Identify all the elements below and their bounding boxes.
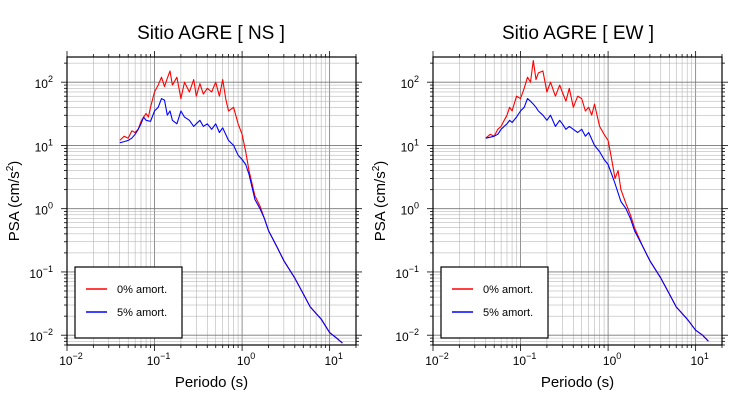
series-line-blue bbox=[485, 98, 709, 342]
chart-panel: 10−2 10−1 100 101 10−2 10−1 100 101 102 Sitio AGR… bbox=[5, 23, 362, 391]
legend-label: 5% amort. bbox=[483, 307, 533, 319]
y-tick-label: 101 bbox=[401, 137, 419, 154]
x-tick-label: 101 bbox=[324, 351, 342, 368]
x-tick-label: 10−1 bbox=[513, 351, 537, 368]
legend-label: 5% amort. bbox=[117, 307, 167, 319]
x-tick-label: 101 bbox=[690, 351, 708, 368]
chart-title: Sitio AGRE [ EW ] bbox=[502, 23, 654, 44]
x-tick-label: 100 bbox=[237, 351, 255, 368]
legend: 0% amort. 5% amort. bbox=[74, 266, 183, 339]
y-tick-label: 10−1 bbox=[29, 264, 53, 281]
chart-title: Sitio AGRE [ NS ] bbox=[137, 23, 285, 44]
y-tick-label: 100 bbox=[35, 201, 53, 218]
series-group bbox=[485, 59, 709, 342]
y-tick-label: 102 bbox=[401, 74, 419, 91]
x-axis-label: Periodo (s) bbox=[175, 374, 248, 391]
grid bbox=[67, 57, 356, 345]
ticks bbox=[61, 51, 362, 351]
y-tick-label: 101 bbox=[35, 137, 53, 154]
y-tick-label: 10−2 bbox=[395, 327, 419, 344]
x-tick-label: 100 bbox=[603, 351, 621, 368]
x-axis-label: Periodo (s) bbox=[541, 374, 614, 391]
plot-frame bbox=[432, 56, 723, 346]
legend-box bbox=[74, 266, 183, 339]
series-line-blue bbox=[119, 98, 343, 344]
grid bbox=[433, 57, 722, 345]
y-tick-label: 10−2 bbox=[29, 327, 53, 344]
y-tick-label: 10−1 bbox=[395, 264, 419, 281]
y-axis-label: PSA (cm/s2) bbox=[5, 161, 23, 242]
chart-panel: 10−2 10−1 100 101 10−2 10−1 100 101 102 Sitio AGR… bbox=[371, 23, 728, 391]
legend-label: 0% amort. bbox=[483, 284, 533, 296]
legend-label: 0% amort. bbox=[117, 284, 167, 296]
plot-frame bbox=[66, 56, 357, 346]
y-axis-label: PSA (cm/s2) bbox=[371, 161, 389, 242]
ticks bbox=[427, 51, 728, 351]
legend: 0% amort. 5% amort. bbox=[440, 266, 549, 339]
x-tick-label: 10−2 bbox=[425, 351, 449, 368]
y-tick-label: 100 bbox=[401, 201, 419, 218]
legend-box bbox=[440, 266, 549, 339]
y-tick-label: 102 bbox=[35, 74, 53, 91]
series-group bbox=[119, 70, 343, 344]
x-tick-label: 10−1 bbox=[147, 351, 171, 368]
x-tick-label: 10−2 bbox=[59, 351, 83, 368]
